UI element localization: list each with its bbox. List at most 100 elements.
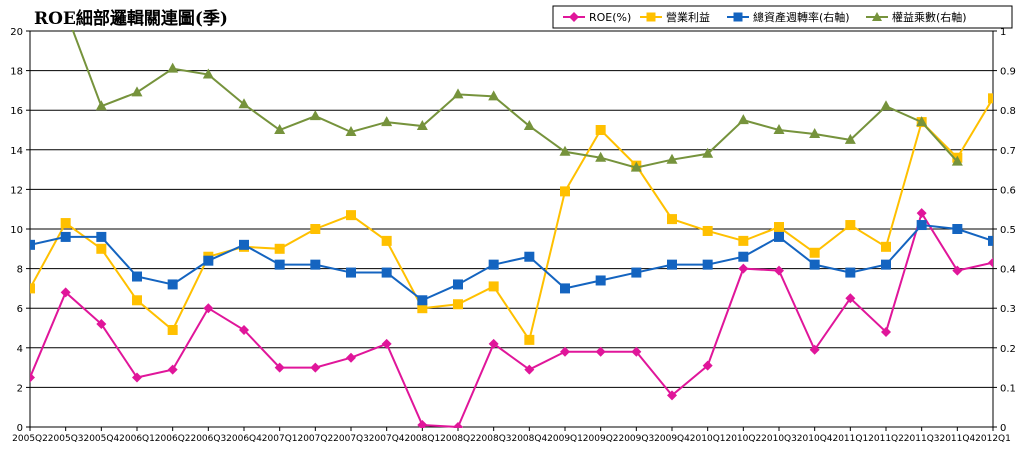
data-point bbox=[453, 422, 463, 428]
data-point bbox=[274, 243, 285, 254]
data-point bbox=[738, 251, 749, 262]
y-right-tick-label: 0.7 bbox=[1000, 146, 1016, 157]
data-point bbox=[916, 116, 928, 127]
data-point bbox=[274, 259, 285, 270]
data-point bbox=[488, 90, 500, 101]
data-point bbox=[60, 218, 71, 229]
data-point bbox=[737, 114, 749, 125]
data-point bbox=[595, 275, 606, 286]
data-point bbox=[560, 186, 570, 197]
y-right-tick-label: 0.6 bbox=[1000, 185, 1016, 196]
x-tick-label: 2011Q2 bbox=[868, 434, 904, 444]
data-point bbox=[702, 259, 713, 270]
data-point bbox=[96, 319, 107, 330]
x-tick-label: 2008Q4 bbox=[511, 434, 547, 444]
y-left-tick-label: 6 bbox=[17, 304, 23, 315]
data-point bbox=[774, 222, 784, 233]
data-point bbox=[131, 86, 143, 97]
y-left-tick-label: 2 bbox=[17, 383, 23, 394]
x-tick-label: 2007Q2 bbox=[297, 434, 333, 444]
x-tick-label: 2008Q2 bbox=[440, 434, 476, 444]
data-point bbox=[667, 259, 677, 270]
data-point bbox=[203, 303, 214, 314]
x-tick-label: 2009Q3 bbox=[618, 434, 654, 444]
data-point bbox=[132, 372, 142, 383]
data-point bbox=[916, 220, 927, 231]
data-point bbox=[167, 324, 178, 335]
y-right-tick-label: 0.4 bbox=[1000, 265, 1016, 276]
data-point bbox=[845, 267, 856, 278]
data-point bbox=[809, 344, 820, 355]
data-point bbox=[488, 259, 499, 270]
series-2 bbox=[30, 220, 993, 306]
x-tick-label: 2010Q1 bbox=[690, 434, 726, 444]
data-point bbox=[488, 281, 499, 292]
x-tick-label: 2006Q2 bbox=[155, 434, 191, 444]
data-point bbox=[416, 120, 428, 131]
data-point bbox=[881, 326, 891, 337]
data-point bbox=[310, 362, 321, 373]
data-point bbox=[774, 231, 784, 242]
x-tick-label: 2008Q3 bbox=[476, 434, 512, 444]
data-point bbox=[809, 127, 821, 138]
y-left-tick-label: 12 bbox=[10, 185, 23, 196]
data-point bbox=[274, 124, 286, 134]
y-right-tick-label: 0.3 bbox=[1000, 304, 1016, 315]
data-point bbox=[274, 362, 285, 373]
data-point bbox=[346, 267, 356, 278]
data-point bbox=[809, 247, 820, 258]
x-tick-label: 2009Q1 bbox=[547, 434, 583, 444]
data-point bbox=[702, 360, 713, 371]
data-point bbox=[346, 210, 356, 221]
data-point bbox=[381, 235, 392, 246]
legend-item: ROE(%) bbox=[563, 11, 631, 24]
data-point bbox=[631, 267, 642, 278]
y-left-tick-label: 18 bbox=[10, 67, 23, 78]
data-point bbox=[30, 372, 35, 383]
data-point bbox=[96, 243, 107, 254]
x-tick-label: 2007Q1 bbox=[262, 434, 298, 444]
data-point bbox=[951, 155, 963, 166]
data-point bbox=[559, 145, 571, 156]
y-left-tick-label: 16 bbox=[10, 106, 23, 117]
y-right-tick-label: 0.2 bbox=[1000, 344, 1016, 355]
data-point bbox=[381, 267, 392, 278]
legend-label: ROE(%) bbox=[589, 11, 631, 24]
x-tick-label: 2009Q2 bbox=[583, 434, 619, 444]
legend-label: 總資產週轉率(右軸) bbox=[753, 10, 850, 24]
data-point bbox=[96, 231, 107, 242]
data-point bbox=[132, 295, 142, 306]
series-1 bbox=[30, 93, 993, 345]
data-point bbox=[845, 220, 856, 231]
data-point bbox=[30, 283, 35, 294]
data-point bbox=[60, 287, 71, 298]
data-point bbox=[988, 235, 993, 246]
data-point bbox=[844, 133, 856, 144]
data-point bbox=[95, 100, 107, 111]
data-point bbox=[202, 68, 214, 79]
data-point bbox=[310, 259, 321, 270]
y-left-tick-label: 10 bbox=[10, 225, 23, 236]
series-line bbox=[30, 210, 993, 428]
legend-item: 權益乘數(右軸) bbox=[866, 10, 967, 24]
data-point bbox=[239, 324, 249, 335]
x-tick-label: 2006Q1 bbox=[119, 434, 155, 444]
y-left-tick-label: 0 bbox=[17, 423, 23, 434]
data-point bbox=[595, 346, 606, 357]
data-point bbox=[952, 224, 963, 234]
data-point bbox=[702, 147, 714, 158]
data-point bbox=[667, 214, 677, 225]
data-point bbox=[453, 279, 463, 290]
legend-label: 權益乘數(右軸) bbox=[892, 10, 967, 24]
data-point bbox=[238, 98, 250, 109]
data-point bbox=[310, 224, 321, 234]
x-tick-label: 2006Q3 bbox=[190, 434, 226, 444]
data-point bbox=[881, 259, 891, 270]
data-point bbox=[524, 364, 535, 375]
chart-title: ROE細部邏輯關連圖(季) bbox=[34, 9, 228, 29]
legend-label: 營業利益 bbox=[666, 10, 710, 24]
data-point bbox=[631, 346, 642, 357]
series-0 bbox=[30, 208, 993, 428]
data-point bbox=[916, 208, 927, 219]
